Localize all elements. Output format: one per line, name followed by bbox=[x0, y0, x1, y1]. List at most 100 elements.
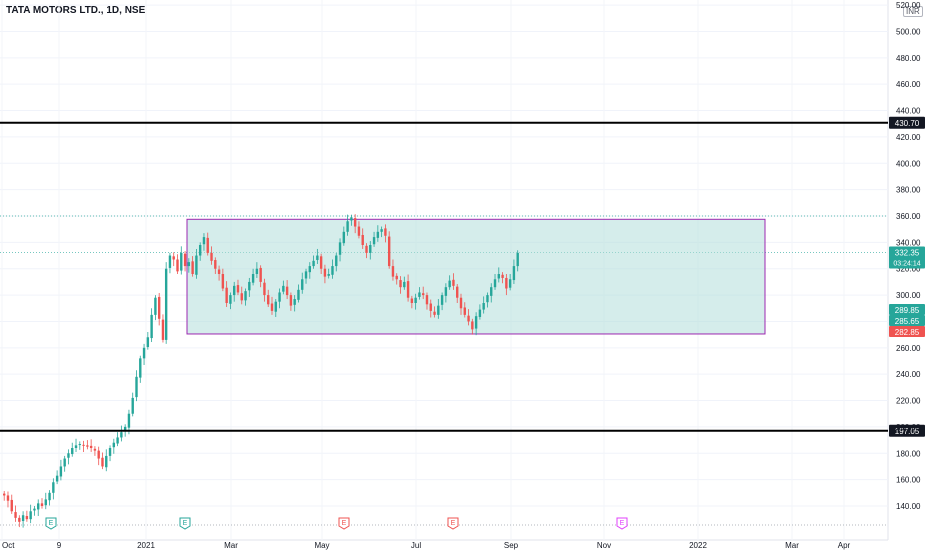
candle-body bbox=[40, 503, 44, 506]
candle-body bbox=[164, 268, 168, 340]
price-tick-label: 380.00 bbox=[896, 186, 921, 195]
candle-body bbox=[338, 242, 342, 255]
price-tick-label: 440.00 bbox=[896, 107, 921, 116]
candle-body bbox=[123, 426, 127, 432]
level-badge-support bbox=[889, 424, 925, 437]
price-tick-label: 240.00 bbox=[896, 370, 921, 379]
candle-body bbox=[444, 287, 448, 296]
candle-body bbox=[331, 266, 334, 275]
candle-body bbox=[3, 493, 6, 496]
candle-body bbox=[501, 274, 504, 278]
candle-body bbox=[399, 280, 402, 288]
time-tick-label: Sep bbox=[504, 541, 519, 550]
countdown-label: 03:24:14 bbox=[893, 260, 920, 267]
price-tick-label: 180.00 bbox=[896, 449, 921, 458]
candle-body bbox=[29, 511, 32, 520]
candle-body bbox=[233, 285, 236, 296]
candle-body bbox=[301, 279, 304, 290]
candle-body bbox=[248, 281, 251, 291]
time-tick-label: Jul bbox=[411, 541, 421, 550]
candle-body bbox=[14, 512, 17, 518]
price-tick-label: 340.00 bbox=[896, 238, 921, 247]
candle-body bbox=[418, 292, 421, 297]
candle-body bbox=[414, 297, 417, 303]
price-badge bbox=[889, 326, 925, 337]
candle-body bbox=[474, 316, 478, 329]
price-tick-label: 220.00 bbox=[896, 397, 921, 406]
price-badge-label: 285.65 bbox=[895, 317, 920, 326]
candle-body bbox=[176, 259, 179, 272]
earnings-event-label: E bbox=[620, 520, 625, 527]
time-tick-label: 2021 bbox=[137, 541, 155, 550]
currency-badge[interactable]: INR bbox=[903, 6, 923, 17]
earnings-event-marker bbox=[338, 517, 350, 530]
price-tick-label: 260.00 bbox=[896, 344, 921, 353]
candle-body bbox=[89, 445, 93, 448]
price-tick-label: 460.00 bbox=[896, 80, 921, 89]
candle-body bbox=[221, 274, 225, 289]
candle-body bbox=[198, 245, 202, 256]
candle-body bbox=[512, 266, 516, 281]
earnings-event-label: E bbox=[342, 520, 347, 527]
price-tick-label: 480.00 bbox=[896, 54, 921, 63]
candle-body bbox=[263, 282, 266, 296]
candle-body bbox=[93, 448, 97, 451]
candle-body bbox=[172, 256, 175, 260]
candle-body bbox=[139, 358, 142, 378]
candle-body bbox=[406, 281, 410, 298]
candle-body bbox=[229, 295, 232, 304]
candle-body bbox=[74, 445, 78, 448]
price-tick-label: 420.00 bbox=[896, 133, 921, 142]
time-tick-label: 9 bbox=[57, 541, 62, 550]
candle-body bbox=[135, 376, 138, 398]
candle-body bbox=[48, 492, 51, 501]
candle-body bbox=[44, 499, 47, 506]
candle-body bbox=[505, 277, 508, 289]
candle-body bbox=[251, 274, 255, 283]
candle-body bbox=[410, 298, 414, 303]
candle-body bbox=[52, 482, 55, 493]
candle-body bbox=[157, 296, 161, 319]
candle-body bbox=[255, 268, 259, 274]
candle-body bbox=[335, 255, 338, 267]
candle-body bbox=[18, 517, 21, 522]
candle-body bbox=[493, 279, 497, 288]
candle-body bbox=[195, 255, 198, 275]
candle-body bbox=[25, 516, 29, 520]
time-tick-label: Oct bbox=[2, 541, 15, 550]
candle-body bbox=[456, 286, 459, 298]
candle-body bbox=[384, 228, 387, 236]
candle-body bbox=[37, 503, 40, 510]
candle-body bbox=[289, 295, 293, 306]
candle-body bbox=[342, 231, 346, 244]
candle-body bbox=[82, 444, 85, 446]
candle-body bbox=[361, 234, 364, 245]
candle-body bbox=[55, 475, 59, 482]
candle-body bbox=[452, 279, 455, 286]
candle-body bbox=[97, 450, 100, 459]
earnings-event-marker bbox=[45, 517, 57, 530]
price-badge bbox=[889, 315, 925, 326]
candle-body bbox=[459, 297, 463, 309]
candle-body bbox=[168, 255, 172, 268]
candle-body bbox=[86, 445, 89, 447]
candle-body bbox=[112, 442, 116, 448]
candle-body bbox=[478, 309, 482, 317]
level-label-resistance: 430.70 bbox=[895, 119, 920, 128]
candle-body bbox=[180, 252, 183, 271]
price-axis: 140.00 160.00 180.00 200.00 220.00 240.00 260.… bbox=[889, 1, 925, 511]
candle-body bbox=[161, 319, 165, 340]
candle-body bbox=[282, 285, 285, 292]
candle-body bbox=[6, 495, 10, 501]
time-tick-label: Apr bbox=[838, 541, 851, 550]
price-tick-label: 200.00 bbox=[896, 423, 921, 432]
earnings-event-marker bbox=[616, 517, 628, 530]
candle-body bbox=[240, 293, 243, 301]
candle-body bbox=[217, 269, 221, 274]
candle-body bbox=[120, 432, 123, 438]
price-badge-label: 282.85 bbox=[895, 328, 920, 337]
candle-body bbox=[316, 255, 319, 261]
candles bbox=[3, 214, 519, 528]
